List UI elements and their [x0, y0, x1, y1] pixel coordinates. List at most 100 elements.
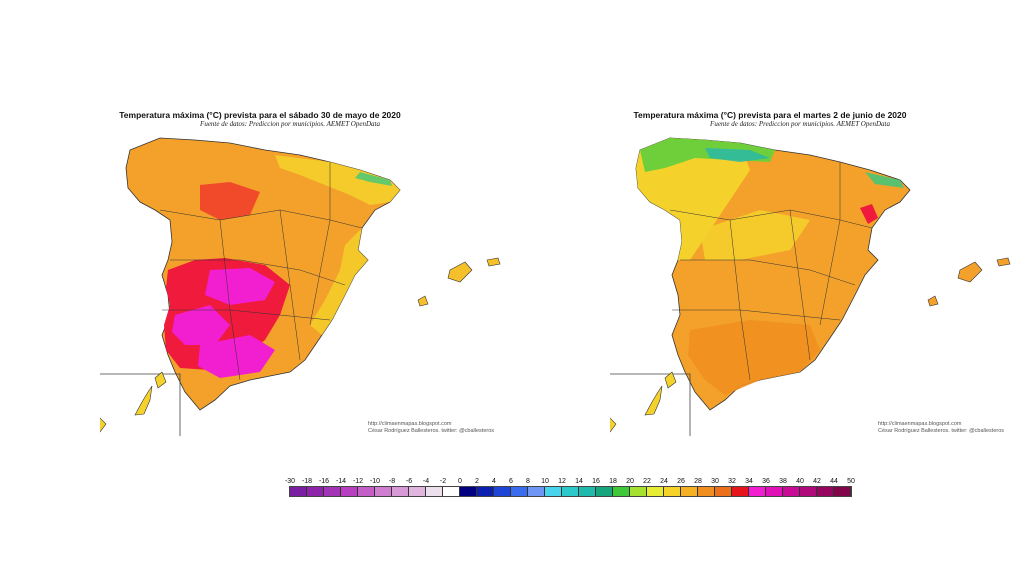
legend-tick-label: 32: [728, 478, 736, 485]
legend-swatch: [358, 487, 375, 496]
legend-tick-label: 24: [660, 478, 668, 485]
legend-swatch: [426, 487, 443, 496]
legend-labels: -30 -18 -16 -14 -12 -10 -8 -6 -4 -2 0 2 4 6 8 10 12 14 16 1…: [285, 478, 859, 487]
canary-frame: [610, 373, 691, 436]
legend-tick-label: -18: [301, 478, 313, 485]
canary-islands: [100, 371, 167, 433]
magenta-heat-zone-2: [172, 305, 230, 345]
temperature-map-tuesday: [610, 137, 1011, 436]
region-borders: [159, 162, 363, 381]
legend-tick-label: 12: [558, 478, 566, 485]
legend-tick-label: 16: [592, 478, 600, 485]
legend-tick-label: 42: [813, 478, 821, 485]
legend-swatch: [511, 487, 528, 496]
legend-tick-label: -30: [284, 478, 296, 485]
legend-tick-label: 20: [626, 478, 634, 485]
legend-swatch: [681, 487, 698, 496]
legend-tick-label: 8: [526, 478, 530, 485]
legend-tick-label: 44: [830, 478, 838, 485]
legend-tick-label: 10: [541, 478, 549, 485]
legend-swatch: [494, 487, 511, 496]
credit-url: http://climaenmapas.blogspot.com: [878, 421, 962, 427]
legend-swatch: [783, 487, 800, 496]
balearic-ibiza: [417, 295, 429, 307]
legend-swatch: [460, 487, 477, 496]
yellow-region-west: [636, 138, 750, 260]
legend-color-bar: [289, 486, 852, 497]
legend-swatch: [545, 487, 562, 496]
legend-tick-label: 50: [847, 478, 855, 485]
legend-swatch: [443, 487, 460, 496]
cool-region-pyrenees: [355, 172, 392, 186]
legend-tick-label: -14: [335, 478, 347, 485]
credit-author: César Rodríguez Ballesteros. twitter: @c…: [368, 428, 495, 434]
legend-swatch: [715, 487, 732, 496]
legend-swatch: [375, 487, 392, 496]
legend-swatch: [477, 487, 494, 496]
legend-swatch: [341, 487, 358, 496]
legend-swatch: [307, 487, 324, 496]
legend-tick-label: 6: [509, 478, 513, 485]
canary-islands: [610, 371, 677, 433]
legend-tick-label: -12: [352, 478, 364, 485]
legend-tick-label: 4: [492, 478, 496, 485]
credit-url: http://climaenmapas.blogspot.com: [368, 421, 452, 427]
legend-tick-label: 38: [779, 478, 787, 485]
map-panel-tuesday: Temperatura máxima (°C) prevista para el…: [610, 110, 1020, 440]
temperature-map-saturday: [100, 137, 501, 436]
map-subtitle: Fuente de datos: Prediccion por municipi…: [710, 120, 890, 128]
legend-tick-label: -16: [318, 478, 330, 485]
cool-region-north: [640, 138, 775, 172]
legend-swatch: [324, 487, 341, 496]
legend-swatch: [562, 487, 579, 496]
legend-swatch: [817, 487, 834, 496]
legend-swatch: [528, 487, 545, 496]
balearic-menorca: [486, 257, 501, 267]
legend-swatch: [630, 487, 647, 496]
legend-tick-label: 18: [609, 478, 617, 485]
magenta-heat-zone-1: [205, 268, 275, 305]
canary-frame: [100, 373, 181, 436]
legend-swatch: [290, 487, 307, 496]
red-heat-zone-north: [200, 182, 260, 220]
legend-swatch: [698, 487, 715, 496]
legend-tick-label: 26: [677, 478, 685, 485]
temperature-legend: -30 -18 -16 -14 -12 -10 -8 -6 -4 -2 0 2 4 6 8 10 12 14 16 1…: [285, 478, 859, 498]
legend-swatch: [596, 487, 613, 496]
map-panel-saturday: Temperatura máxima (°C) prevista para el…: [100, 110, 510, 440]
legend-tick-label: -6: [405, 478, 413, 485]
legend-tick-label: 22: [643, 478, 651, 485]
credit-author: César Rodríguez Ballesteros. twitter: @c…: [878, 428, 1005, 434]
legend-tick-label: 34: [745, 478, 753, 485]
cyan-region-cantabria: [705, 148, 770, 162]
legend-swatch: [409, 487, 426, 496]
legend-swatch: [579, 487, 596, 496]
legend-swatch: [613, 487, 630, 496]
orange-region-south: [688, 320, 820, 395]
region-borders: [669, 162, 873, 381]
cool-region-pyrenees: [865, 172, 904, 188]
legend-swatch: [732, 487, 749, 496]
legend-tick-label: 0: [458, 478, 462, 485]
legend-tick-label: -10: [369, 478, 381, 485]
yellow-region-north: [275, 155, 400, 205]
map-subtitle: Fuente de datos: Prediccion por municipi…: [200, 120, 380, 128]
legend-tick-label: 30: [711, 478, 719, 485]
legend-swatch: [647, 487, 664, 496]
balearic-mallorca: [957, 261, 983, 283]
balearic-menorca: [996, 257, 1011, 267]
legend-tick-label: 28: [694, 478, 702, 485]
map-title: Temperatura máxima (°C) prevista para el…: [119, 110, 401, 120]
legend-swatch: [766, 487, 783, 496]
legend-swatch: [664, 487, 681, 496]
yellow-region-center: [700, 210, 810, 260]
yellow-region-east: [310, 228, 368, 335]
legend-tick-label: 40: [796, 478, 804, 485]
legend-tick-label: -4: [422, 478, 430, 485]
balearic-mallorca: [447, 261, 473, 283]
balearic-ibiza: [927, 295, 939, 307]
legend-tick-label: -2: [439, 478, 447, 485]
map-title: Temperatura máxima (°C) prevista para el…: [633, 110, 907, 120]
legend-tick-label: 36: [762, 478, 770, 485]
legend-swatch: [392, 487, 409, 496]
